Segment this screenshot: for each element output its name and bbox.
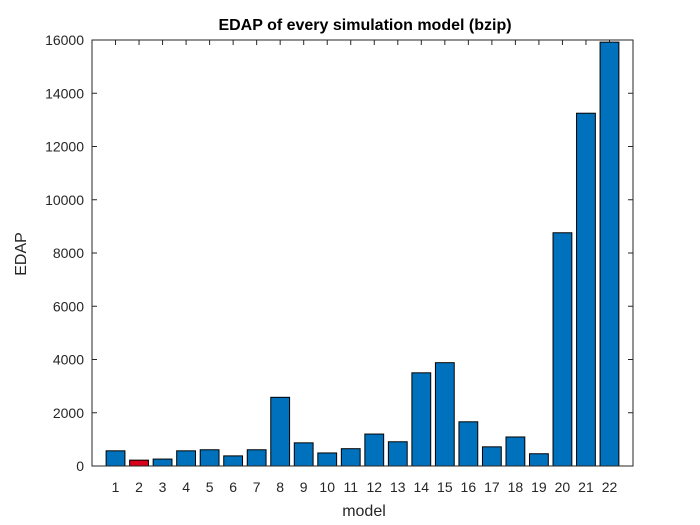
- y-tick-label: 4000: [53, 352, 84, 368]
- bar-model-21: [576, 112, 596, 467]
- x-tick-label: 8: [276, 479, 284, 495]
- x-tick-label: 12: [366, 479, 382, 495]
- plot-area: [91, 39, 634, 467]
- y-tick-label: 8000: [53, 245, 84, 261]
- bar-model-12: [364, 433, 385, 467]
- x-tick-label: 10: [319, 479, 335, 495]
- bar-model-3: [152, 458, 173, 467]
- x-tick-label: 19: [531, 479, 547, 495]
- bar-model-8: [270, 396, 291, 467]
- bars-layer: [105, 41, 620, 467]
- bar-model-14: [411, 372, 432, 467]
- bar-model-1: [105, 450, 126, 467]
- x-axis-label: model: [342, 503, 386, 520]
- bar-model-22: [599, 41, 620, 467]
- x-tick-label: 11: [343, 479, 358, 495]
- x-tick-label: 20: [555, 479, 571, 495]
- chart-title: EDAP of every simulation model (bzip): [218, 17, 511, 34]
- x-tick-label: 9: [300, 479, 308, 495]
- x-tick-label: 14: [414, 479, 430, 495]
- x-tick-label: 21: [578, 479, 594, 495]
- bar-model-16: [458, 421, 479, 467]
- y-tick-label: 0: [76, 458, 84, 474]
- x-tick-label: 13: [390, 479, 406, 495]
- x-tick-label: 7: [253, 479, 261, 495]
- x-tick-label: 17: [484, 479, 500, 495]
- x-tick-label: 15: [437, 479, 453, 495]
- bar-model-13: [387, 441, 408, 467]
- x-tick-label: 4: [182, 479, 190, 495]
- bar-model-18: [505, 436, 526, 467]
- bar-model-11: [340, 448, 361, 467]
- bar-model-2: [129, 459, 149, 467]
- x-tick-label: 22: [602, 479, 618, 495]
- x-tick-label: 3: [159, 479, 167, 495]
- x-tick-label: 16: [461, 479, 477, 495]
- x-tick-label: 6: [229, 479, 237, 495]
- y-tick-label: 12000: [45, 139, 84, 155]
- bar-model-10: [317, 452, 338, 467]
- bar-model-7: [246, 449, 267, 467]
- bar-model-9: [293, 442, 314, 467]
- x-tick-label: 5: [206, 479, 214, 495]
- bar-model-19: [529, 453, 549, 467]
- bar-model-4: [176, 450, 196, 467]
- y-axis-label: EDAP: [13, 232, 30, 276]
- bar-model-15: [434, 362, 455, 467]
- bar-model-17: [481, 446, 502, 467]
- y-tick-label: 14000: [45, 85, 84, 101]
- bar-model-6: [223, 455, 244, 467]
- x-tick-label: 18: [508, 479, 524, 495]
- y-tick-label: 2000: [53, 405, 84, 421]
- y-tick-label: 6000: [53, 298, 84, 314]
- y-tick-label: 10000: [45, 192, 84, 208]
- bar-model-5: [199, 449, 220, 467]
- x-tick-label: 1: [112, 479, 120, 495]
- bar-model-20: [552, 232, 573, 467]
- y-tick-label: 16000: [45, 32, 84, 48]
- x-tick-label: 2: [135, 479, 143, 495]
